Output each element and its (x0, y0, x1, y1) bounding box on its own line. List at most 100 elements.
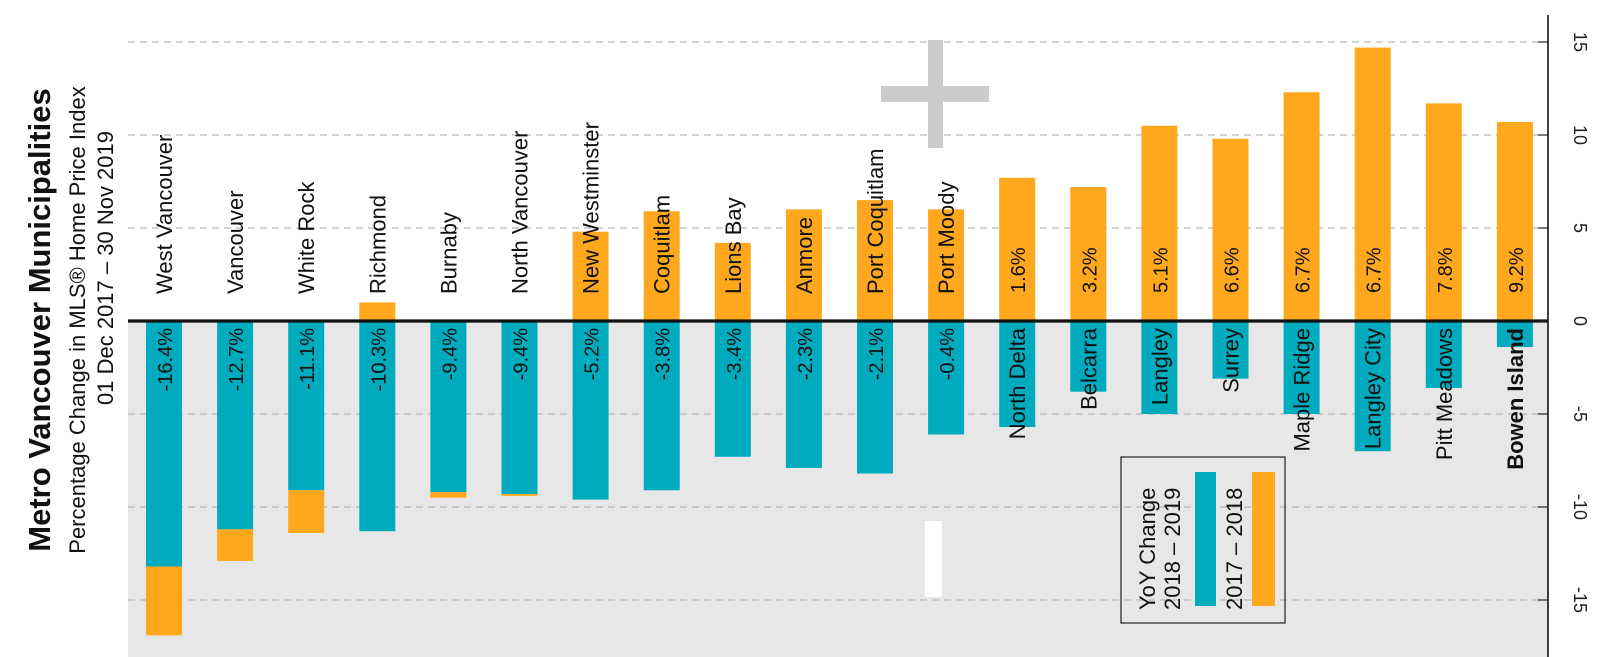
bar-2017-2018 (1354, 47, 1391, 322)
tick-label: 5 (1570, 223, 1590, 233)
tick-label: -15 (1570, 587, 1590, 613)
total-change-label: 6.6% (1222, 247, 1244, 293)
legend-swatch-2018-2019 (1195, 472, 1216, 606)
chart-title: Metro Vancouver Municipalities (22, 88, 57, 551)
municipality-label: Langley City (1361, 328, 1386, 449)
tick-label: -5 (1570, 406, 1590, 422)
bar-2018-2019 (1141, 321, 1178, 414)
municipality-label: Belcarra (1076, 327, 1101, 410)
bar-2017-2018 (430, 492, 467, 498)
bar-2017-2018 (857, 200, 893, 321)
bar-2018-2019 (1496, 321, 1533, 348)
bar-2018-2019 (430, 321, 467, 493)
total-change-label: 3.2% (1079, 247, 1101, 293)
bars (146, 47, 1533, 636)
bar-2018-2019 (643, 321, 680, 491)
total-change-label: 5.1% (1150, 247, 1172, 293)
total-change-label: 1.6% (1008, 247, 1030, 293)
total-change-label: -9.4% (511, 328, 533, 380)
municipality-label: Coquitlam (650, 195, 675, 294)
municipality-label: Lions Bay (721, 197, 746, 294)
legend-title: YoY Change (1135, 488, 1160, 610)
bar-2017-2018 (501, 493, 538, 496)
total-change-label: -5.2% (582, 328, 604, 380)
legend-label-2017-2018: 2017 – 2018 (1222, 488, 1247, 610)
bar-2017-2018 (1283, 92, 1320, 321)
bar-2017-2018 (1212, 138, 1249, 321)
municipality-label: Surrey (1219, 328, 1244, 393)
bar-2017-2018 (1496, 121, 1533, 321)
municipality-label: Port Coquitlam (863, 148, 888, 294)
total-change-label: -10.3% (368, 328, 390, 392)
bar-2017-2018 (1141, 125, 1178, 321)
bar-2018-2019 (1212, 321, 1249, 379)
total-change-label: -2.3% (795, 328, 817, 380)
municipality-label: Richmond (365, 195, 390, 294)
bar-2018-2019 (1425, 321, 1462, 388)
bar-2018-2019 (146, 321, 182, 567)
municipality-label: North Vancouver (508, 131, 533, 294)
bar-2018-2019 (288, 321, 325, 491)
value-axis-ticks: 15 10 5 0 -5 -10 -15 (1538, 32, 1590, 613)
bar-2017-2018 (999, 177, 1036, 321)
chart-subtitle: Percentage Change in MLS® Home Price Ind… (65, 86, 90, 553)
bar-2017-2018 (217, 529, 254, 561)
legend-swatch-2017-2018 (1252, 472, 1275, 606)
bar-2018-2019 (857, 321, 893, 474)
municipality-label: Bowen Island (1503, 328, 1528, 470)
bar-2017-2018 (572, 231, 609, 321)
bar-2018-2019 (928, 321, 965, 435)
bar-2018-2019 (999, 321, 1036, 428)
negative-region-band (128, 321, 1548, 657)
total-change-label: 6.7% (1293, 247, 1315, 293)
bar-2018-2019 (1283, 321, 1320, 414)
bar-2018-2019 (359, 321, 396, 532)
municipality-label: Maple Ridge (1290, 328, 1315, 452)
bar-2017-2018 (928, 209, 965, 321)
bar-2017-2018 (288, 490, 325, 534)
total-change-labels: -16.4% -12.7% -11.1% -10.3% -9.4% -9.4% -5.2% -… (155, 247, 1528, 391)
total-change-label: -3.4% (724, 328, 746, 380)
total-change-label: 9.2% (1506, 247, 1528, 293)
tick-label: 10 (1570, 125, 1590, 145)
total-change-label: 6.7% (1364, 247, 1386, 293)
total-change-label: -12.7% (226, 328, 248, 392)
bar-2018-2019 (714, 321, 751, 457)
cross-marker (881, 40, 989, 148)
tick-label: 15 (1570, 32, 1590, 52)
bar-2017-2018 (714, 242, 751, 321)
bar-2018-2019 (217, 321, 254, 530)
legend-box (1120, 456, 1286, 624)
bar-2017-2018 (1425, 103, 1462, 321)
municipality-label: New Westminster (579, 122, 604, 294)
total-change-label: -9.4% (439, 328, 461, 380)
bar-2017-2018 (146, 566, 182, 636)
bar-2018-2019 (1354, 321, 1391, 452)
white-marker (925, 521, 942, 597)
total-change-label: -3.8% (653, 328, 675, 380)
municipality-label: North Delta (1005, 327, 1030, 439)
municipality-label: Port Moody (934, 182, 959, 295)
bar-2017-2018 (1070, 187, 1107, 321)
total-change-label: -16.4% (155, 328, 177, 392)
bar-2018-2019 (501, 321, 538, 494)
bar-2018-2019 (1070, 321, 1107, 392)
municipality-label: West Vancouver (152, 135, 177, 294)
bar-2017-2018 (785, 209, 822, 321)
total-change-label: -11.1% (297, 328, 319, 390)
legend-label-2018-2019: 2018 – 2019 (1160, 488, 1185, 610)
bar-2018-2019 (572, 321, 609, 500)
legend: YoY Change 2018 – 2019 2017 – 2018 (1120, 456, 1286, 624)
total-change-label: -2.1% (866, 328, 888, 380)
municipality-labels: West Vancouver Vancouver White Rock Richmon… (152, 122, 1528, 470)
bar-2018-2019 (785, 321, 822, 468)
tick-label: -10 (1570, 494, 1590, 520)
municipality-label: Anmore (792, 217, 817, 294)
municipality-label: Langley (1147, 328, 1172, 405)
municipality-label: Vancouver (223, 190, 248, 294)
total-change-label: -0.4% (937, 328, 959, 380)
municipality-label: Burnaby (436, 212, 461, 294)
total-change-label: 7.8% (1435, 247, 1457, 293)
date-range: 01 Dec 2017 – 30 Nov 2019 (93, 131, 118, 405)
